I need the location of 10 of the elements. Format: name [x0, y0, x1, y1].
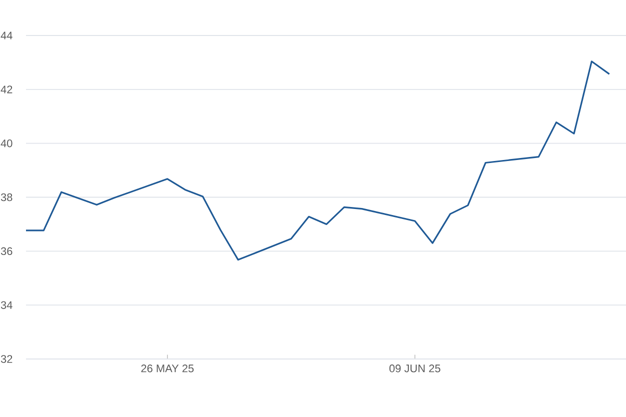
y-tick-label: 38 — [0, 193, 12, 202]
y-tick-label: 42 — [0, 86, 12, 94]
y-tick-label: 36 — [0, 247, 12, 256]
x-tick-label: 26 MAY 25 — [141, 364, 194, 372]
y-tick-label: 32 — [0, 355, 12, 363]
y-tick-label: 40 — [0, 139, 12, 148]
y-tick-label: 34 — [0, 301, 12, 309]
x-tick-label: 09 JUN 25 — [389, 364, 440, 372]
y-tick-label: 44 — [0, 32, 12, 40]
line-series — [25, 60, 610, 261]
